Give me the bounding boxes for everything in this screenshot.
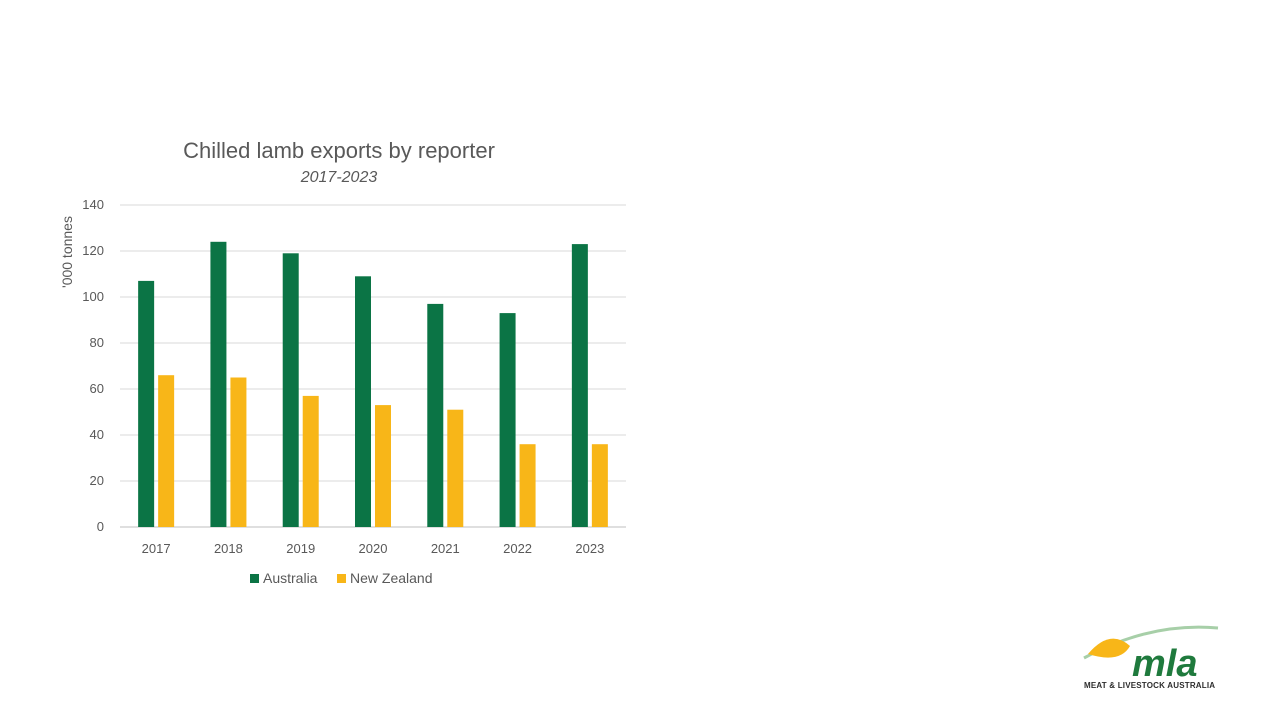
bar-new-zealand-2021 [447,409,464,527]
chart-subtitle: 2017-2023 [300,169,378,186]
mla-logo: mla MEAT & LIVESTOCK AUSTRALIA [1083,625,1219,690]
bar-australia-2021 [427,303,444,527]
bar-new-zealand-2022 [519,444,536,527]
chart: Chilled lamb exports by reporter 2017-20… [59,138,626,586]
x-tick-labels: 2017 2018 2019 2020 2021 2022 2023 [142,541,605,556]
legend-label: New Zealand [350,570,433,586]
bar-australia-2020 [355,276,371,527]
legend-swatch [250,574,259,583]
y-tick-label: 140 [82,197,104,212]
x-tick-label: 2022 [503,541,532,556]
logo-sun [1088,638,1130,658]
legend: Australia New Zealand [250,570,433,586]
x-tick-label: 2020 [359,541,388,556]
y-tick-label: 60 [90,381,104,396]
bars [138,241,608,528]
gridlines [120,204,626,528]
y-tick-label: 40 [90,427,104,442]
x-tick-label: 2018 [214,541,243,556]
bar-new-zealand-2020 [375,405,391,527]
x-tick-label: 2017 [142,541,171,556]
x-tick-label: 2019 [286,541,315,556]
y-tick-label: 100 [82,289,104,304]
bar-new-zealand-2018 [230,377,247,527]
chart-title: Chilled lamb exports by reporter [183,138,495,163]
y-tick-label: 0 [97,519,104,534]
y-tick-label: 120 [82,243,104,258]
logo-tagline: MEAT & LIVESTOCK AUSTRALIA [1084,681,1215,690]
bar-new-zealand-2017 [158,375,175,527]
y-tick-label: 20 [90,473,104,488]
logo-wordmark: mla [1132,643,1197,685]
bar-new-zealand-2019 [302,395,319,527]
x-tick-label: 2021 [431,541,460,556]
bar-australia-2023 [571,244,588,527]
bar-australia-2019 [282,253,299,528]
y-tick-label: 80 [90,335,104,350]
bar-australia-2017 [138,280,155,527]
bar-australia-2018 [210,241,227,528]
y-axis-label: '000 tonnes [59,216,75,288]
legend-swatch [337,574,346,583]
y-tick-labels: 0 20 40 60 80 100 120 140 [82,197,104,534]
legend-label: Australia [263,570,318,586]
bar-new-zealand-2023 [591,444,608,527]
bar-australia-2022 [499,313,516,527]
x-tick-label: 2023 [575,541,604,556]
